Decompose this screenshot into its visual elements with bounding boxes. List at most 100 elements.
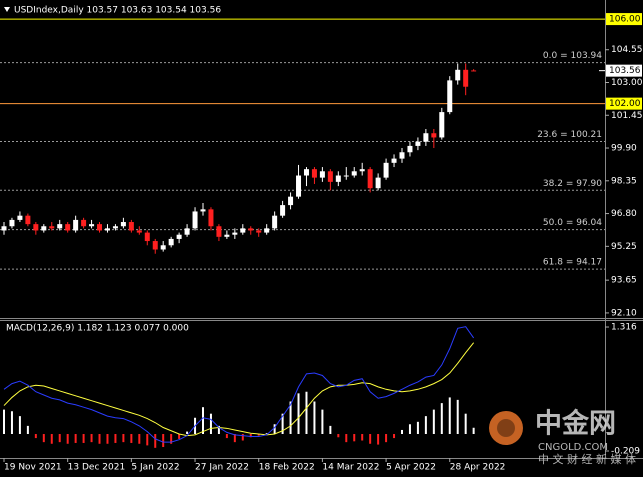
- candle-body: [415, 141, 421, 146]
- chart-title: USDIndex,Daily 103.57 103.63 103.54 103.…: [14, 6, 221, 16]
- candle-body: [327, 171, 333, 182]
- x-tick-label: 14 Mar 2022: [322, 463, 379, 473]
- candle-body: [359, 169, 365, 172]
- candle-body: [232, 232, 238, 235]
- candle-body: [81, 219, 87, 227]
- candle-body: [57, 224, 63, 229]
- candle-body: [375, 177, 381, 189]
- price-label-box: [606, 13, 642, 26]
- candle-body: [447, 80, 453, 113]
- y-tick-label: 1.316: [611, 323, 637, 333]
- watermark: 中金网 CNGOLD.COM 中 文 财 经 新 媒 体: [489, 408, 636, 466]
- y-tick-label: 95.25: [611, 242, 637, 252]
- candle-body: [200, 209, 206, 212]
- x-tick-label: 5 Apr 2022: [386, 463, 436, 473]
- fib-label: 61.8 = 94.17: [543, 258, 602, 268]
- y-tick-label: 96.80: [611, 209, 637, 219]
- candle-body: [471, 70, 477, 72]
- y-tick-label: 92.10: [611, 308, 637, 318]
- candle-body: [343, 175, 349, 177]
- candle-body: [89, 224, 95, 227]
- last-price-box: [606, 64, 642, 77]
- fib-label: 50.0 = 96.04: [543, 218, 602, 228]
- candle-body: [296, 175, 302, 197]
- candle-body: [288, 196, 294, 206]
- candle-body: [383, 162, 389, 178]
- watermark-brand: 中金网: [535, 408, 616, 440]
- candle-body: [240, 228, 246, 233]
- candle-body: [160, 245, 166, 250]
- candle-body: [351, 171, 357, 176]
- fib-label: 38.2 = 97.90: [543, 179, 602, 189]
- candle-body: [431, 133, 437, 138]
- candle-body: [399, 152, 405, 159]
- price-label: 102.00: [609, 99, 641, 109]
- price-label: 106.00: [609, 15, 641, 25]
- candle-body: [168, 238, 174, 246]
- candle-body: [224, 234, 230, 237]
- candle-body: [264, 228, 270, 233]
- watermark-site: CNGOLD.COM: [538, 442, 608, 453]
- y-tick-label: 98.35: [611, 176, 637, 186]
- candle-body: [49, 226, 55, 229]
- candle-body: [280, 205, 286, 216]
- y-tick-label: 101.45: [611, 111, 643, 121]
- price-label-box: [606, 97, 642, 110]
- candle-body: [303, 169, 309, 176]
- candle-body: [391, 158, 397, 163]
- macd-title: MACD(12,26,9) 1.182 1.123 0.077 0.000: [6, 324, 189, 334]
- watermark-logo-inner: [497, 419, 515, 437]
- menu-arrow: [4, 7, 10, 12]
- candle-body: [216, 226, 222, 237]
- candle-body: [144, 232, 150, 242]
- candle-body: [311, 169, 317, 178]
- last-price-label: 103.56: [609, 66, 641, 76]
- candle-body: [367, 169, 373, 189]
- candle-body: [248, 228, 254, 231]
- watermark-slogan: 中 文 财 经 新 媒 体: [538, 452, 636, 466]
- candle-body: [73, 219, 79, 231]
- macd-signal-line: [3, 342, 475, 437]
- candle-body: [319, 171, 325, 178]
- candle-body: [112, 226, 118, 229]
- candle-body: [272, 215, 278, 229]
- candle-body: [9, 219, 15, 227]
- y-tick-label: 104.55: [611, 45, 643, 55]
- candle-body: [439, 112, 445, 138]
- y-tick-label: 99.90: [611, 144, 637, 154]
- candle-body: [128, 222, 134, 231]
- watermark-logo: [489, 411, 523, 445]
- x-tick-label: 19 Nov 2021: [4, 463, 62, 473]
- y-tick-label: 93.65: [611, 276, 637, 286]
- candle-body: [33, 224, 39, 231]
- candle-body: [120, 222, 126, 227]
- x-tick-label: 27 Jan 2022: [195, 463, 249, 473]
- y-tick-label: 103.00: [611, 78, 643, 88]
- x-tick-label: 5 Jan 2022: [131, 463, 179, 473]
- candle-body: [256, 230, 262, 233]
- candle-body: [65, 224, 71, 231]
- candle-body: [104, 228, 110, 231]
- fib-label: 23.6 = 100.21: [537, 130, 602, 140]
- x-tick-label: 18 Feb 2022: [259, 463, 315, 473]
- candle-body: [17, 215, 23, 220]
- candle-body: [176, 234, 182, 239]
- candle-body: [455, 69, 461, 81]
- fib-label: 0.0 = 103.94: [543, 51, 602, 61]
- candle-body: [152, 241, 158, 250]
- candle-body: [97, 224, 103, 231]
- candle-body: [1, 226, 7, 231]
- x-tick-label: 28 Apr 2022: [450, 463, 506, 473]
- candle-body: [136, 230, 142, 233]
- candle-body: [25, 215, 31, 225]
- candle-body: [192, 211, 198, 229]
- candle-body: [41, 226, 47, 231]
- candle-body: [208, 209, 214, 227]
- x-tick-label: 13 Dec 2021: [68, 463, 126, 473]
- candle-body: [335, 175, 341, 182]
- candle-body: [184, 228, 190, 235]
- candle-body: [423, 133, 429, 142]
